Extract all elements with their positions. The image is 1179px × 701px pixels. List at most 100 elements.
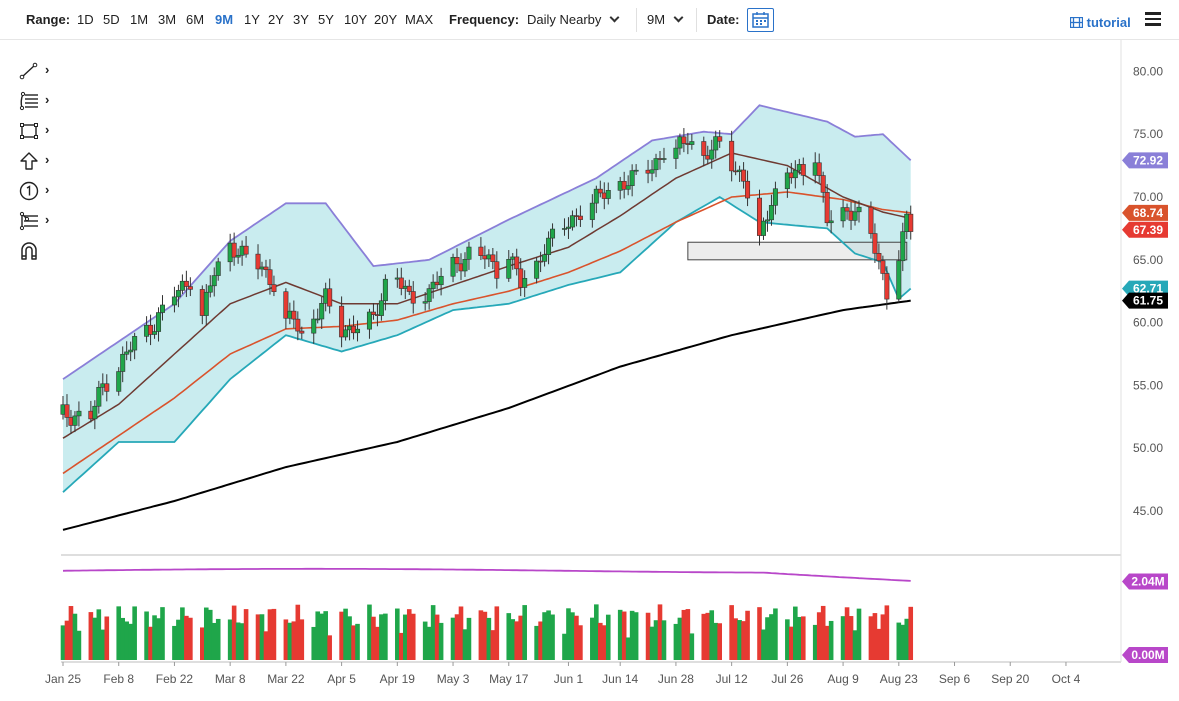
range-label: Range: [26,12,71,27]
candle-body-up [462,258,468,272]
range-option-max[interactable]: MAX [405,12,434,27]
candlestick [816,153,822,183]
candle-body-up [709,149,715,160]
volume-bar [677,617,683,660]
range-option-3y[interactable]: 3Y [293,12,309,27]
volume-bar [176,619,181,660]
last-value-tag-1-background [1122,152,1168,169]
volume-bar [506,613,512,660]
candle-body-down [255,253,261,270]
range-option-5d[interactable]: 5D [103,12,120,27]
candlestick [490,247,496,270]
volume-bar [578,625,583,660]
last-value-tag-1-label: 72.92 [1133,153,1163,167]
range-option-10y[interactable]: 10Y [344,12,368,27]
volume-bar [785,619,790,660]
fibonacci-tool[interactable]: › [14,86,58,116]
x-tick-label: Aug 23 [880,672,918,686]
range-option-5y[interactable]: 5Y [318,12,334,27]
volume-bar [267,609,273,660]
last-value-tag-5-background [1122,292,1168,309]
candle-body-up [792,169,798,179]
candle-body-up [522,278,528,288]
candle-body-down [880,260,886,274]
chevron-right-icon: › [45,152,50,167]
range-option-3m[interactable]: 3M [158,12,177,27]
counter-tool[interactable]: › [14,176,58,206]
range-option-1m[interactable]: 1M [130,12,149,27]
candle-body-up [900,231,906,262]
candlestick [422,292,428,311]
volume-bar [450,617,456,660]
volume-bar [844,607,850,660]
volume-bar [120,617,125,660]
date-picker-button[interactable] [747,8,774,32]
candlestick [132,332,138,360]
candlestick [187,277,193,297]
volume-bar [661,620,667,660]
volume-bar [617,609,623,660]
price-chart[interactable]: 80.00 75.00 70.00 65.00 60.00 55.00 50.00 45.00… [0,40,1179,701]
candle-body-up [649,169,655,174]
volume-bar [458,606,464,660]
divider [636,8,637,32]
volume-bar [709,610,715,660]
candlestick [410,281,416,314]
volume-bar [319,613,324,660]
candle-body-up [211,275,217,287]
candlestick [653,153,659,178]
candle-body-up [565,226,571,229]
volume-bar [542,612,547,660]
range-option-6m[interactable]: 6M [186,12,205,27]
range-option-1d[interactable]: 1D [77,12,94,27]
period-value: 9M [647,12,666,27]
range-option-20y[interactable]: 20Y [374,12,398,27]
candlestick [565,217,571,239]
candle-body-up [171,296,177,306]
candlestick [339,296,345,348]
tutorial-link[interactable]: tutorial [1069,15,1131,30]
candlestick [343,325,349,341]
pitchfork-tool[interactable]: › [14,206,58,236]
volume-bar [486,617,492,660]
candle-body-down [577,215,583,220]
x-tick-label: Jun 28 [658,672,694,686]
candle-body-up [366,311,372,330]
volume-bar [399,632,404,660]
volume-bar [406,609,412,660]
arrow-tool[interactable]: › [14,146,58,176]
magnet-tool[interactable] [14,236,58,266]
date-label: Date: [707,12,740,27]
volume-bar [180,607,185,660]
trendline-tool[interactable]: › [14,56,58,86]
candlestick [689,134,695,150]
frequency-dropdown[interactable]: Daily Nearby [527,12,620,27]
candle-body-down [872,233,878,254]
volume-bar [490,630,496,660]
support-zone-box [687,241,908,261]
range-option-9m[interactable]: 9M [215,12,234,27]
x-tick-label: Feb 8 [103,672,134,686]
candle-body-up [896,260,902,300]
volume-bar [812,624,818,660]
period-dropdown[interactable]: 9M [647,12,684,27]
candlestick [454,248,460,273]
volume-bar [649,626,655,660]
candlestick [828,210,834,234]
volume-bar [820,605,826,660]
rectangle-tool[interactable]: › [14,116,58,146]
candle-body-up [653,158,659,171]
candle-body-down [406,285,412,292]
volume-bar [156,618,161,660]
hamburger-menu-icon[interactable] [1145,12,1161,26]
range-option-2y[interactable]: 2Y [268,12,284,27]
y-tick-label: 65.00 [1133,253,1163,267]
candlestick [291,300,297,329]
candlestick [844,203,850,220]
range-option-1y[interactable]: 1Y [244,12,260,27]
volume-bar [605,614,611,660]
candlestick [852,201,858,226]
volume-bar [434,614,440,660]
candle-body-down [370,311,376,315]
candlestick [772,181,778,215]
